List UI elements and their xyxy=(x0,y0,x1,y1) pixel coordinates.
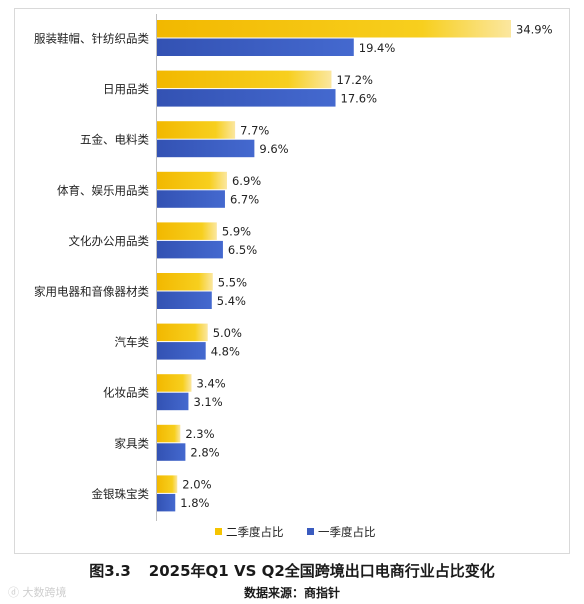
category-label: 日用品类 xyxy=(103,82,149,96)
bar-q2 xyxy=(157,20,511,38)
bar-q1 xyxy=(157,89,336,107)
data-label: 7.7% xyxy=(240,123,269,137)
bar-q1 xyxy=(157,240,223,259)
bar-q1 xyxy=(157,139,255,158)
data-label: 6.7% xyxy=(230,193,259,207)
watermark-text: 大数跨境 xyxy=(22,586,67,599)
data-label: 2.3% xyxy=(185,427,214,441)
data-label: 3.1% xyxy=(193,395,222,409)
category-label: 家具类 xyxy=(115,436,150,450)
data-label: 17.6% xyxy=(341,91,378,105)
data-label: 5.9% xyxy=(222,225,251,239)
data-label: 5.5% xyxy=(218,275,247,289)
category-label: 金银珠宝类 xyxy=(92,487,150,501)
bar-q1 xyxy=(157,392,189,411)
legend-swatch xyxy=(215,528,222,535)
data-source: 数据来源：商指针 xyxy=(243,586,340,600)
bar-q1 xyxy=(157,38,354,56)
data-label: 6.9% xyxy=(232,174,261,188)
legend-label: 一季度占比 xyxy=(318,525,376,539)
data-label: 9.6% xyxy=(259,142,288,156)
bar-q1 xyxy=(157,190,225,208)
category-label: 五金、电料类 xyxy=(80,133,149,147)
category-label: 家用电器和音像器材类 xyxy=(34,285,149,299)
bar-q2 xyxy=(157,475,178,493)
category-label: 汽车类 xyxy=(115,335,150,349)
watermark: ⓓ 大数跨境 xyxy=(8,584,67,600)
bar-q2 xyxy=(157,273,213,291)
data-label: 2.8% xyxy=(190,446,219,460)
category-label: 服装鞋帽、针纺织品类 xyxy=(34,32,149,46)
watermark-logo-icon: ⓓ xyxy=(8,586,23,599)
bar-q2 xyxy=(157,70,332,89)
category-label: 体育、娱乐用品类 xyxy=(57,183,149,197)
data-label: 3.4% xyxy=(196,376,225,390)
figure-title: 2025年Q1 VS Q2全国跨境出口电商行业占比变化 xyxy=(148,562,495,580)
bar-q2 xyxy=(157,222,217,240)
bar-q2 xyxy=(157,424,181,443)
bar-q1 xyxy=(157,291,212,309)
bar-q2 xyxy=(157,121,236,139)
category-label: 文化办公用品类 xyxy=(69,234,150,248)
bar-q2 xyxy=(157,171,227,190)
bar-q2 xyxy=(157,374,192,392)
category-label: 化妆品类 xyxy=(103,386,149,400)
legend: 二季度占比 一季度占比 xyxy=(215,525,376,539)
data-label: 6.5% xyxy=(228,243,257,257)
bars-layer: 服装鞋帽、针纺织品类 34.9% 19.4% 日用品类 17.2% 17.6% 五金、电料类… xyxy=(34,20,553,512)
data-label: 19.4% xyxy=(359,41,396,55)
legend-label: 二季度占比 xyxy=(226,525,284,539)
legend-swatch xyxy=(307,528,314,535)
bar-q1 xyxy=(157,443,186,461)
data-label: 34.9% xyxy=(516,22,553,36)
bar-chart: 服装鞋帽、针纺织品类 34.9% 19.4% 日用品类 17.2% 17.6% 五金、电料类… xyxy=(34,14,553,539)
data-label: 2.0% xyxy=(182,478,211,492)
bar-q1 xyxy=(157,493,176,512)
bar-q1 xyxy=(157,342,206,360)
data-label: 5.4% xyxy=(217,294,246,308)
bar-q2 xyxy=(157,323,208,342)
data-label: 5.0% xyxy=(213,326,242,340)
figure-number: 图3.3 xyxy=(89,562,131,580)
data-label: 1.8% xyxy=(180,496,209,510)
data-label: 4.8% xyxy=(211,344,240,358)
data-label: 17.2% xyxy=(336,73,373,87)
figure-caption: 图3.3 2025年Q1 VS Q2全国跨境出口电商行业占比变化 xyxy=(0,560,584,581)
